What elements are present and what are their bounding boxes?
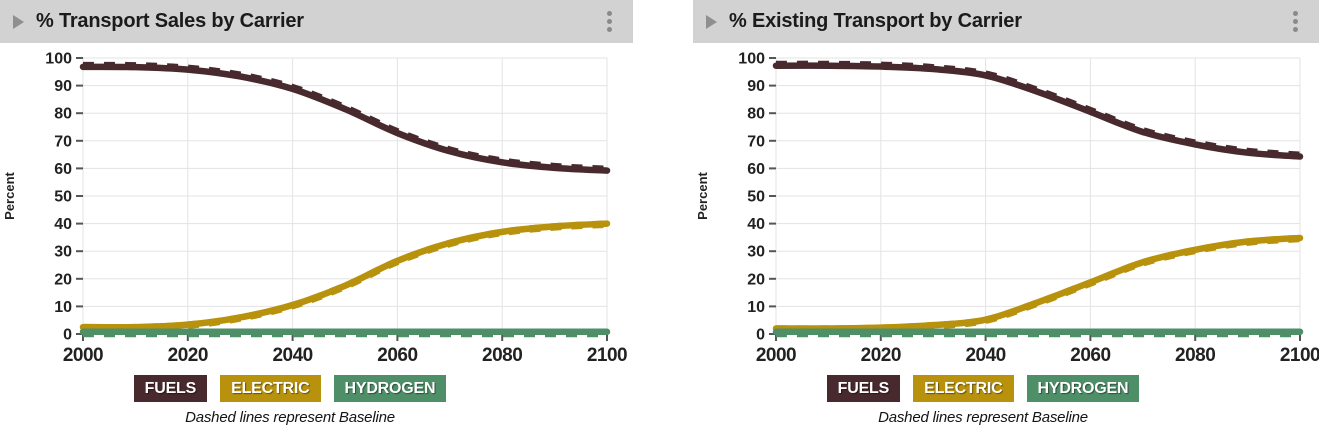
legend-item-electric[interactable]: ELECTRIC [913, 375, 1014, 402]
svg-text:30: 30 [54, 244, 72, 261]
svg-text:Percent: Percent [695, 171, 710, 219]
legend-item-hydrogen[interactable]: HYDROGEN [1026, 375, 1140, 402]
line-chart-existing-transport: 0 10 20 30 40 50 60 70 80 90 100 2000 2020 2040 2060 20… [695, 51, 1319, 367]
panel-header[interactable]: % Transport Sales by Carrier [0, 0, 633, 43]
svg-text:2020: 2020 [168, 345, 208, 366]
svg-text:40: 40 [747, 216, 765, 233]
svg-text:2060: 2060 [1070, 345, 1110, 366]
svg-text:2000: 2000 [63, 345, 103, 366]
svg-text:60: 60 [747, 161, 765, 178]
svg-text:2020: 2020 [861, 345, 901, 366]
svg-text:2080: 2080 [482, 345, 522, 366]
panel-title: % Transport Sales by Carrier [36, 10, 304, 32]
svg-text:10: 10 [747, 299, 765, 316]
svg-text:90: 90 [54, 78, 72, 95]
svg-text:70: 70 [747, 133, 765, 150]
svg-text:40: 40 [54, 216, 72, 233]
svg-text:2100: 2100 [587, 345, 627, 366]
svg-text:20: 20 [54, 271, 72, 288]
svg-text:2080: 2080 [1175, 345, 1215, 366]
collapse-triangle-icon[interactable] [706, 14, 717, 29]
svg-text:0: 0 [756, 327, 765, 344]
svg-text:2100: 2100 [1280, 345, 1319, 366]
svg-text:100: 100 [738, 51, 765, 68]
svg-text:2040: 2040 [272, 345, 312, 366]
kebab-menu-icon[interactable] [601, 7, 618, 36]
collapse-triangle-icon[interactable] [13, 14, 24, 29]
legend-item-fuels[interactable]: FUELS [826, 375, 901, 402]
chart-legend: FUELS ELECTRIC HYDROGEN [693, 375, 1273, 402]
line-chart-transport-sales: 0 10 20 30 40 50 60 70 80 90 100 2000 2020 2040 2060 20… [2, 51, 628, 367]
svg-text:2000: 2000 [756, 345, 796, 366]
legend-item-electric[interactable]: ELECTRIC [220, 375, 321, 402]
chart-panel-transport-sales: % Transport Sales by Carrier 0 10 20 30 40 50… [0, 0, 633, 426]
svg-text:2040: 2040 [965, 345, 1005, 366]
svg-text:50: 50 [747, 189, 765, 206]
svg-text:60: 60 [54, 161, 72, 178]
panel-header[interactable]: % Existing Transport by Carrier [693, 0, 1319, 43]
svg-text:2060: 2060 [377, 345, 417, 366]
baseline-caption: Dashed lines represent Baseline [878, 409, 1088, 426]
svg-text:90: 90 [747, 78, 765, 95]
chart-panel-existing-transport: % Existing Transport by Carrier 0 10 20 30 4… [693, 0, 1319, 426]
svg-text:30: 30 [747, 244, 765, 261]
svg-text:20: 20 [747, 271, 765, 288]
svg-text:50: 50 [54, 189, 72, 206]
legend-item-hydrogen[interactable]: HYDROGEN [333, 375, 447, 402]
kebab-menu-icon[interactable] [1287, 7, 1304, 36]
svg-text:100: 100 [45, 51, 72, 68]
svg-text:0: 0 [63, 327, 72, 344]
svg-text:Percent: Percent [2, 171, 17, 219]
chart-legend: FUELS ELECTRIC HYDROGEN [0, 375, 580, 402]
panel-title: % Existing Transport by Carrier [729, 10, 1022, 32]
legend-item-fuels[interactable]: FUELS [133, 375, 208, 402]
svg-text:10: 10 [54, 299, 72, 316]
svg-text:80: 80 [54, 106, 72, 123]
svg-text:80: 80 [747, 106, 765, 123]
svg-text:70: 70 [54, 133, 72, 150]
baseline-caption: Dashed lines represent Baseline [185, 409, 395, 426]
